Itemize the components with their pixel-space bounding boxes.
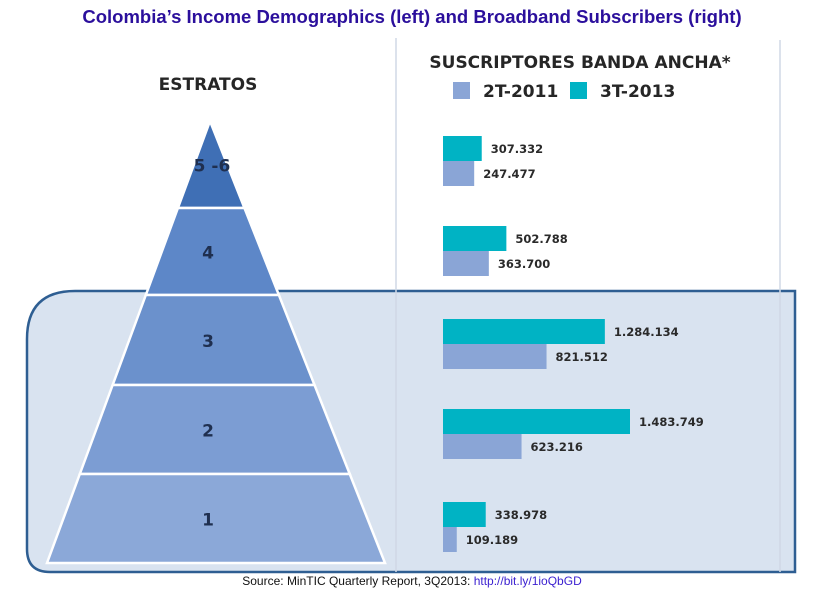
bar-value-label: 502.788	[515, 232, 567, 246]
bar-value-label: 338.978	[495, 508, 547, 522]
pyramid-title: ESTRATOS	[159, 75, 258, 95]
pyramid-level	[45, 472, 387, 565]
legend-label: 2T-2011	[483, 82, 558, 102]
bar-3t-2013	[443, 226, 507, 251]
bar-2t-2011	[443, 527, 457, 552]
bar-value-label: 363.700	[498, 257, 550, 271]
bar-3t-2013	[443, 502, 486, 527]
pyramid-level-label: 4	[202, 244, 214, 264]
bar-value-label: 109.189	[466, 533, 518, 547]
source-note: Source: MinTIC Quarterly Report, 3Q2013:…	[0, 574, 824, 588]
bar-2t-2011	[443, 251, 489, 276]
pyramid-level-label: 2	[202, 422, 214, 442]
chart-legend: 2T-2011 3T-2013	[453, 82, 675, 102]
bar-2t-2011	[443, 344, 547, 369]
bar-chart: 307.332 247.477 502.788 363.700 1.284.134 821…	[443, 136, 704, 552]
pyramid-level-label: 5 -6	[194, 157, 231, 177]
legend-label: 3T-2013	[600, 82, 675, 102]
page-title: Colombia’s Income Demographics (left) an…	[82, 6, 742, 27]
chart-title: SUSCRIPTORES BANDA ANCHA*	[429, 53, 730, 73]
bar-3t-2013	[443, 409, 630, 434]
bar-value-label: 1.483.749	[639, 415, 704, 429]
legend-swatch	[570, 82, 587, 99]
legend-swatch	[453, 82, 470, 99]
bar-3t-2013	[443, 319, 605, 344]
bar-value-label: 247.477	[483, 167, 535, 181]
pyramid-level	[78, 383, 352, 476]
pyramid-level-label: 1	[202, 511, 214, 531]
bar-value-label: 821.512	[556, 350, 608, 364]
bar-value-label: 1.284.134	[614, 325, 679, 339]
bar-2t-2011	[443, 161, 475, 186]
bar-3t-2013	[443, 136, 482, 161]
source-text: Source: MinTIC Quarterly Report, 3Q2013:	[242, 574, 474, 588]
pyramid-level-label: 3	[202, 332, 214, 352]
bar-value-label: 623.216	[531, 440, 583, 454]
income-pyramid: 5 -6 4 3 2 1	[45, 117, 387, 565]
bar-value-label: 307.332	[491, 142, 543, 156]
source-link[interactable]: http://bit.ly/1ioQbGD	[473, 574, 582, 588]
bar-2t-2011	[443, 434, 522, 459]
